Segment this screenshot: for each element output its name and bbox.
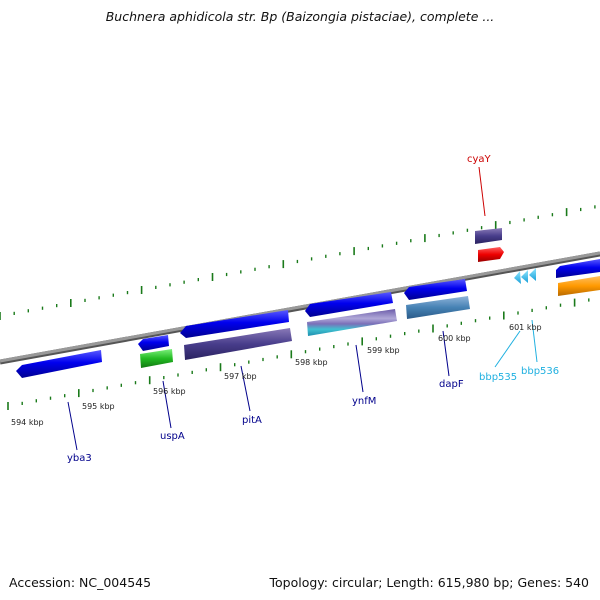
scale-label-596: 596 kbp bbox=[153, 387, 186, 396]
scale-label-601: 601 kbp bbox=[509, 323, 542, 332]
gene-leader-lines bbox=[67, 166, 538, 451]
upper-tick-track bbox=[0, 205, 596, 320]
gene-label-yba3[interactable]: yba3 bbox=[67, 453, 92, 464]
gene-arrow-uspA[interactable] bbox=[138, 335, 173, 368]
genome-backbone bbox=[0, 251, 600, 365]
gene-label-bbp536[interactable]: bbp536 bbox=[521, 366, 559, 377]
gene-arrow-yba3[interactable] bbox=[16, 350, 102, 378]
gene-label-uspA[interactable]: uspA bbox=[160, 431, 185, 442]
gene-label-pitA[interactable]: pitA bbox=[242, 415, 262, 426]
scale-label-599: 599 kbp bbox=[367, 346, 400, 355]
scale-label-600: 600 kbp bbox=[438, 334, 471, 343]
topology-summary: Topology: circular; Length: 615,980 bp; … bbox=[269, 575, 590, 590]
gene-arrow-dapF[interactable] bbox=[404, 279, 470, 319]
gene-arrows-bbp535-bbp536[interactable] bbox=[514, 268, 536, 284]
scale-label-598: 598 kbp bbox=[295, 358, 328, 367]
lower-tick-track bbox=[7, 298, 590, 410]
gene-label-bbp535[interactable]: bbp535 bbox=[479, 372, 517, 383]
gene-label-cyaY[interactable]: cyaY bbox=[467, 154, 492, 165]
gene-arrow-ynfM[interactable] bbox=[305, 292, 397, 336]
gene-arrow-right-edge[interactable] bbox=[556, 259, 600, 296]
gene-arrow-pitA[interactable] bbox=[180, 310, 292, 360]
scale-label-597: 597 kbp bbox=[224, 372, 257, 381]
gene-label-dapF[interactable]: dapF bbox=[439, 379, 464, 390]
gene-label-ynfM[interactable]: ynfM bbox=[352, 396, 376, 407]
map-title: Buchnera aphidicola str. Bp (Baizongia p… bbox=[105, 9, 495, 24]
scale-label-594: 594 kbp bbox=[11, 418, 44, 427]
accession-text: Accession: NC_004545 bbox=[9, 575, 152, 590]
scale-label-595: 595 kbp bbox=[82, 402, 115, 411]
gene-arrow-cyaY[interactable] bbox=[475, 228, 504, 262]
